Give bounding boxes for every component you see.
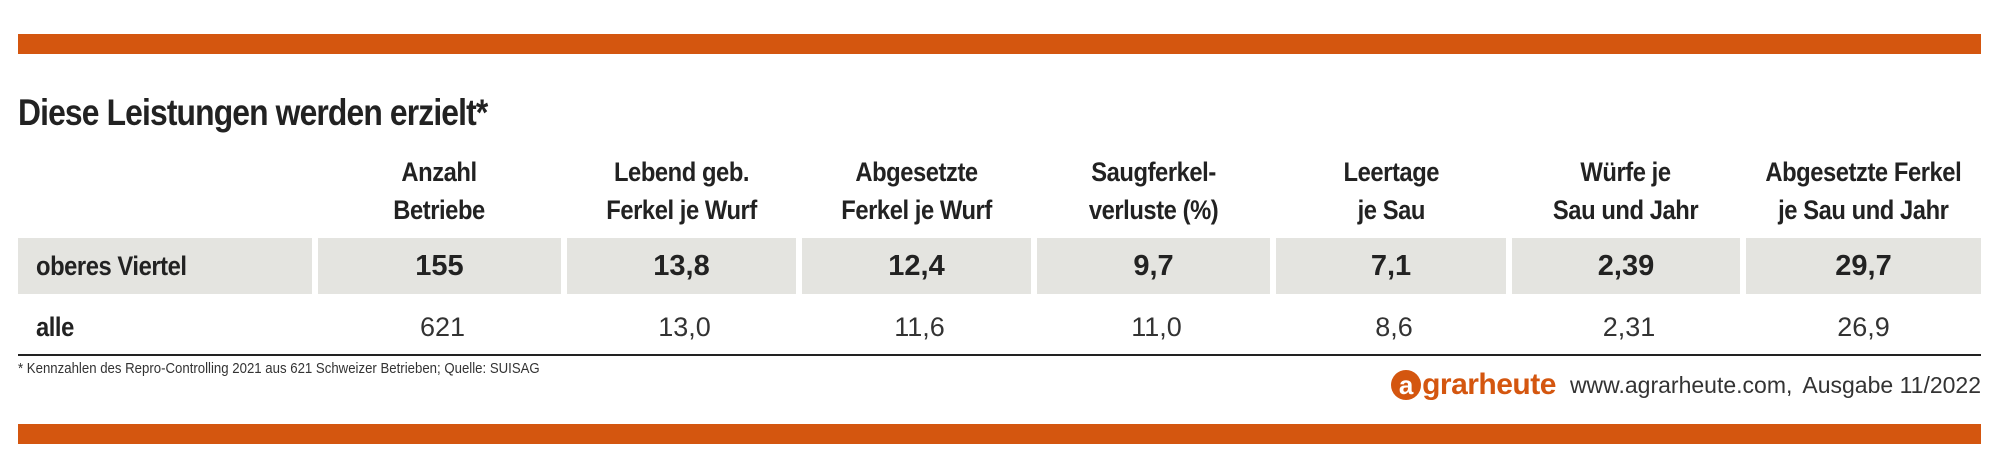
header-cell-lebend-geboren: Lebend geb. Ferkel je Wurf <box>606 157 757 225</box>
table-cell: 12,4 <box>802 238 1031 294</box>
header-cell-anzahl-betriebe: Anzahl Betriebe <box>393 157 486 225</box>
table-cell: 26,9 <box>1746 300 1981 356</box>
table-cell: 621 <box>318 300 567 356</box>
data-table: Anzahl Betriebe Lebend geb. Ferkel je Wu… <box>18 150 1981 356</box>
website-link[interactable]: www.agrarheute.com, <box>1569 371 1793 398</box>
table-row: alle 621 13,0 11,6 11,0 8,6 2,31 26,9 <box>18 300 1981 356</box>
table-cell: 29,7 <box>1746 238 1981 294</box>
header-cell-abgesetzte-ferkel-wurf: Abgesetzte Ferkel je Wurf <box>841 157 992 225</box>
table-cell: 13,8 <box>567 238 796 294</box>
logo-a-circle-icon: a <box>1391 370 1422 400</box>
table-cell: 9,7 <box>1037 238 1270 294</box>
table-header-row: Anzahl Betriebe Lebend geb. Ferkel je Wu… <box>18 150 1981 232</box>
table-cell: 13,0 <box>567 300 802 356</box>
table-cell: 7,1 <box>1276 238 1506 294</box>
header-cell-leertage: Leertage je Sau <box>1343 157 1439 225</box>
publisher-credit: a grarheute www.agrarheute.com, Ausgabe … <box>1391 368 1981 402</box>
bottom-accent-bar <box>18 424 1981 444</box>
header-cell-abgesetzte-ferkel-jahr: Abgesetzte Ferkel je Sau und Jahr <box>1765 157 1962 225</box>
table-cell: 2,31 <box>1512 300 1746 356</box>
row-label: alle <box>18 300 318 356</box>
header-cell-empty <box>18 150 312 232</box>
logo-wordmark: grarheute <box>1422 368 1556 401</box>
table-cell: 11,6 <box>802 300 1037 356</box>
row-label: oberes Viertel <box>18 238 312 294</box>
issue-label: Ausgabe 11/2022 <box>1802 371 1981 398</box>
source-footnote: * Kennzahlen des Repro-Controlling 2021 … <box>18 360 540 377</box>
header-cell-wuerfe: Würfe je Sau und Jahr <box>1553 157 1699 225</box>
table-row: oberes Viertel 155 13,8 12,4 9,7 7,1 2,3… <box>18 238 1981 294</box>
header-cell-saugferkelverluste: Saugferkel- verluste (%) <box>1088 157 1219 225</box>
table-cell: 155 <box>318 238 561 294</box>
page-title: Diese Leistungen werden erzielt* <box>18 92 488 133</box>
table-cell: 2,39 <box>1512 238 1740 294</box>
table-cell: 11,0 <box>1037 300 1276 356</box>
agrarheute-logo: a grarheute <box>1391 368 1556 402</box>
top-accent-bar <box>18 34 1981 54</box>
table-cell: 8,6 <box>1276 300 1512 356</box>
